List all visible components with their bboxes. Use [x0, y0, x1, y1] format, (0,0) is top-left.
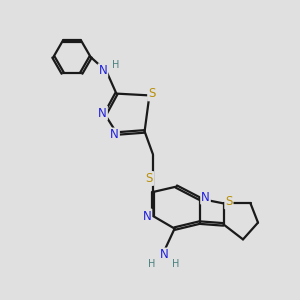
Text: N: N	[142, 209, 152, 223]
Text: S: S	[225, 195, 233, 208]
Text: N: N	[201, 190, 210, 204]
Text: S: S	[148, 87, 155, 101]
Text: H: H	[112, 60, 119, 70]
Text: N: N	[98, 64, 107, 77]
Text: N: N	[98, 106, 107, 120]
Text: N: N	[160, 248, 169, 262]
Text: N: N	[110, 128, 119, 142]
Text: H: H	[148, 259, 155, 269]
Text: S: S	[146, 172, 153, 185]
Text: H: H	[172, 259, 179, 269]
